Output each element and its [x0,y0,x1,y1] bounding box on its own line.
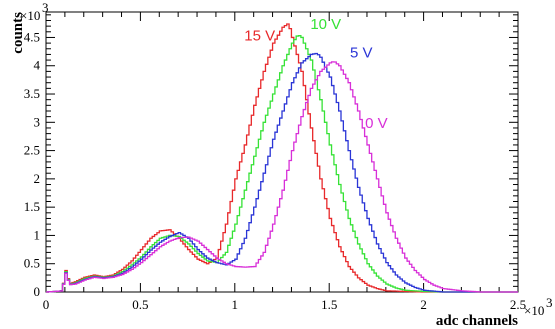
x-axis-title: adc channels [436,313,518,329]
series-line-5v [46,52,518,293]
axes: 0 0.5 1 1.5 2 2.500.511.522.533.544.5×103×103… [10,0,553,329]
x-multiplier-exp: 3 [546,295,553,310]
x-tick-label: 1.5 [321,297,337,312]
y-tick-label: 2.5 [24,143,40,158]
series-label-5v: 5 V [350,44,373,61]
series-line-0v [46,61,518,293]
y-tick-label: 1.5 [24,199,40,214]
series-label-0v: 0 V [365,115,388,132]
x-multiplier-label: ×10 [524,303,544,318]
series-label-10v: 10 V [310,16,341,33]
y-tick-label: 4 [34,58,41,73]
x-tick-label: 2.5 [510,297,526,312]
series-label-15v: 15 V [244,27,275,44]
labels-group: 15 V 10 V 5 V 0 V [244,16,387,132]
y-tick-label: 3 [34,114,41,129]
series-line-10v [46,35,518,293]
series-group [46,23,518,293]
y-multiplier-exp: 3 [42,0,49,15]
y-tick-label: 2 [34,171,41,186]
y-tick-label: 4.5 [24,29,40,44]
x-tick-label: 1 [232,297,239,312]
x-tick-label: 0 [43,297,50,312]
x-tick-label: 0.5 [132,297,148,312]
y-multiplier-label: ×10 [20,8,40,23]
series-line-15v [46,23,518,293]
plot-frame [45,11,519,293]
y-tick-label: 1 [34,227,41,242]
x-tick-label: 2 [420,297,427,312]
y-axis-title: counts [10,12,26,54]
y-tick-label: 0 [34,284,41,299]
y-tick-label: 0.5 [24,256,40,271]
y-tick-label: 3.5 [24,86,40,101]
